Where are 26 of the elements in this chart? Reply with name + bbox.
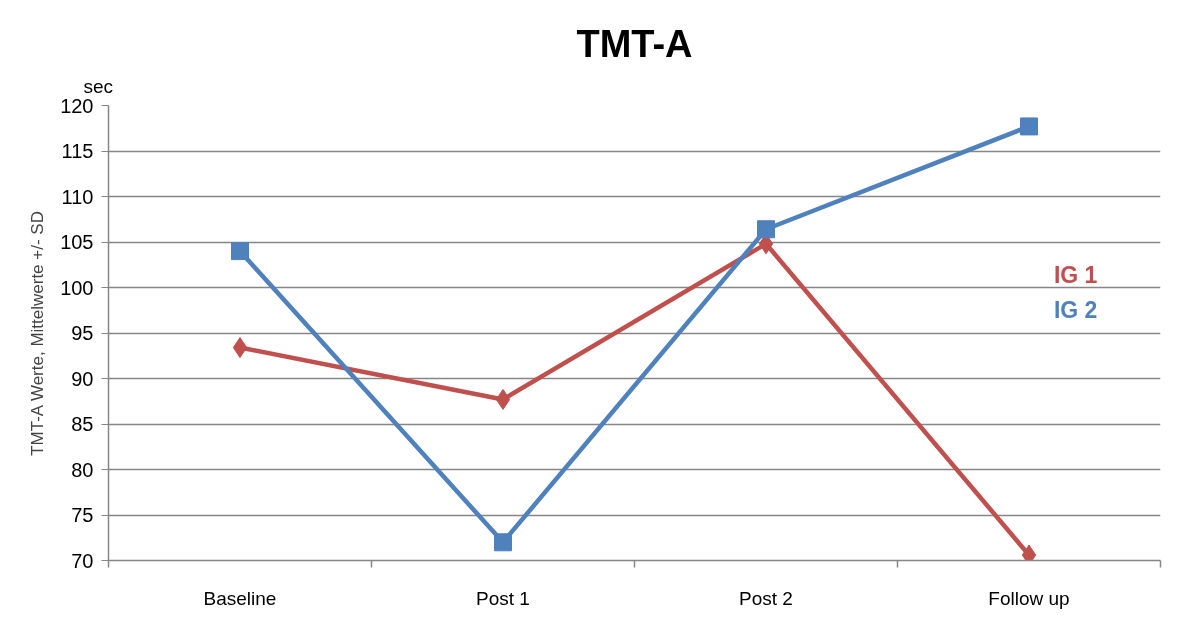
- x-tick-label: Post 1: [476, 587, 530, 609]
- y-tick-label: 100: [60, 276, 94, 299]
- y-tick-label: 110: [61, 185, 94, 208]
- text: IG 1: [1053, 262, 1098, 289]
- y-tick-label: 70: [71, 549, 94, 572]
- x-tick-label: Follow up: [988, 587, 1070, 609]
- y-tick-label: 85: [71, 413, 94, 435]
- x-tick-label: Baseline: [203, 587, 277, 609]
- point: [495, 388, 511, 410]
- point: [494, 533, 512, 552]
- y-tick-label: 90: [71, 367, 94, 390]
- point: [757, 220, 775, 239]
- y-tick-label: 75: [71, 504, 94, 526]
- y-tick-label: 95: [71, 322, 94, 344]
- y-tick-label: 105: [60, 231, 94, 253]
- x-tick-label: Post 2: [739, 587, 793, 609]
- y-tick-label: 80: [71, 458, 94, 481]
- point: [231, 242, 249, 261]
- chart-title: TMT-A: [576, 22, 693, 65]
- text: sec: [83, 75, 114, 97]
- point: [232, 337, 248, 359]
- y-axis-title: TMT-A Werte, Mittelwerte +/- SD: [28, 211, 48, 456]
- y-tick-label: 115: [61, 140, 94, 162]
- y-tick-label: 120: [60, 94, 94, 117]
- text: IG 2: [1053, 297, 1098, 324]
- point: [1020, 117, 1038, 136]
